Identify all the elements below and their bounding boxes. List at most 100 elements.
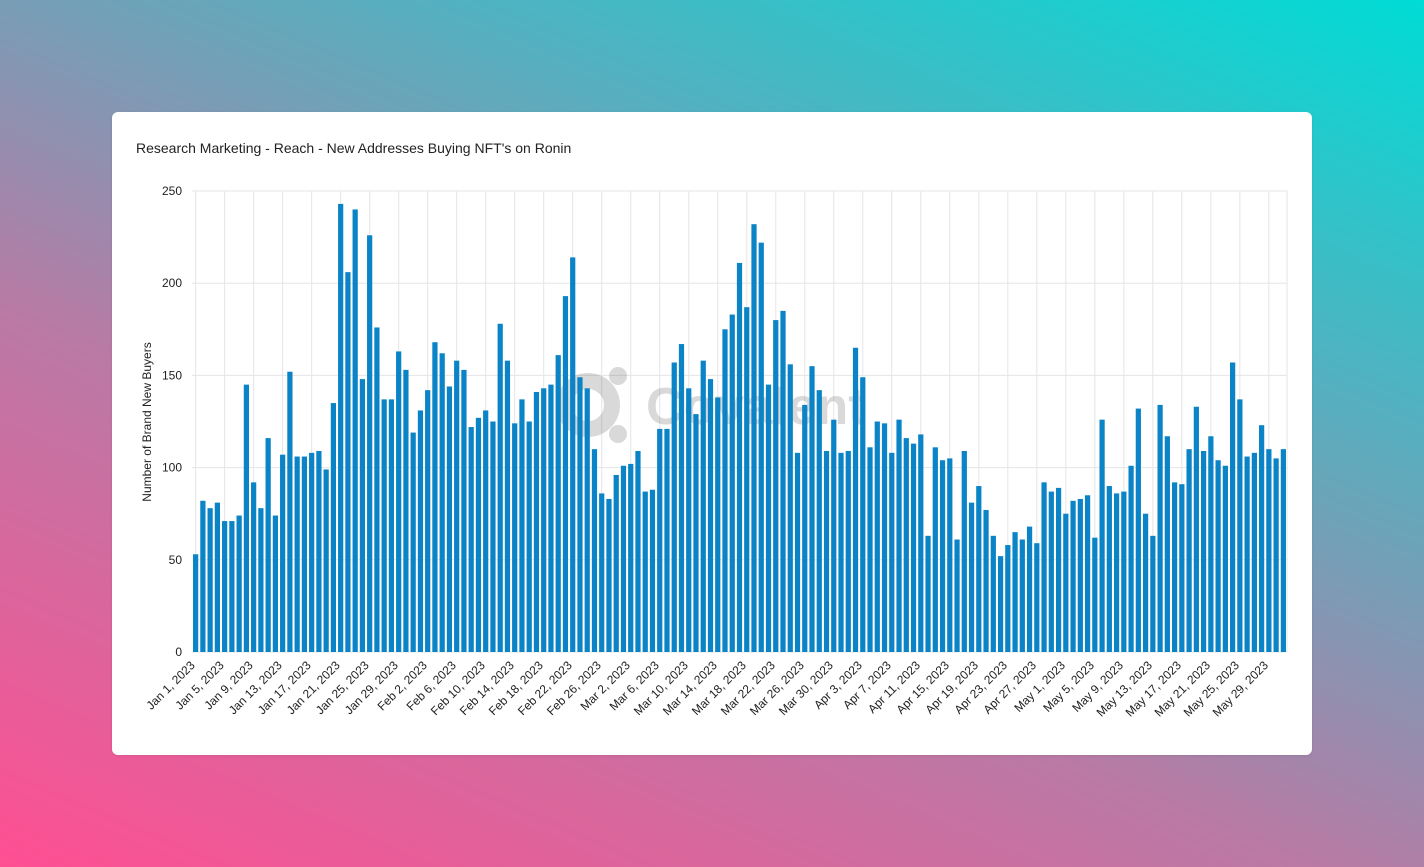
bar[interactable] xyxy=(504,360,511,652)
bar[interactable] xyxy=(1186,449,1192,652)
bar[interactable] xyxy=(867,447,873,652)
bar[interactable] xyxy=(794,452,801,652)
bar[interactable] xyxy=(1077,498,1083,652)
bar[interactable] xyxy=(693,414,699,652)
bar[interactable] xyxy=(1273,458,1279,652)
bar[interactable] xyxy=(678,344,685,652)
bar[interactable] xyxy=(410,432,416,652)
bar[interactable] xyxy=(954,539,960,652)
bar[interactable] xyxy=(251,482,257,652)
bar[interactable] xyxy=(352,209,358,652)
bar[interactable] xyxy=(925,535,931,652)
bar[interactable] xyxy=(831,419,837,652)
bar[interactable] xyxy=(1084,495,1091,652)
bar[interactable] xyxy=(961,451,967,652)
bar[interactable] xyxy=(1142,513,1149,652)
bar[interactable] xyxy=(345,272,351,652)
bar[interactable] xyxy=(881,423,888,652)
bar[interactable] xyxy=(1128,465,1134,652)
bar[interactable] xyxy=(301,456,308,652)
bar[interactable] xyxy=(1106,486,1112,652)
bar[interactable] xyxy=(439,353,445,652)
bar[interactable] xyxy=(243,384,249,652)
bar[interactable] xyxy=(1026,526,1033,652)
bar[interactable] xyxy=(874,421,880,653)
bar[interactable] xyxy=(620,465,627,652)
bar[interactable] xyxy=(751,224,757,652)
bar[interactable] xyxy=(700,360,706,652)
bar[interactable] xyxy=(657,428,663,652)
bar[interactable] xyxy=(1237,399,1243,652)
bar[interactable] xyxy=(214,502,220,652)
bar[interactable] xyxy=(823,451,830,652)
bar[interactable] xyxy=(207,508,213,652)
bar[interactable] xyxy=(555,355,561,652)
bar[interactable] xyxy=(1171,482,1178,652)
bar[interactable] xyxy=(838,452,844,652)
bar[interactable] xyxy=(664,428,670,652)
bar[interactable] xyxy=(1092,537,1098,652)
bar[interactable] xyxy=(265,438,271,652)
bar[interactable] xyxy=(1070,500,1076,652)
bar[interactable] xyxy=(1063,513,1069,652)
bar[interactable] xyxy=(1215,460,1221,652)
bar[interactable] xyxy=(1266,449,1272,652)
bar[interactable] xyxy=(1048,491,1054,652)
bar[interactable] xyxy=(1193,406,1199,652)
bar[interactable] xyxy=(533,391,540,652)
bar[interactable] xyxy=(997,556,1004,652)
bar[interactable] xyxy=(468,427,474,652)
bar[interactable] xyxy=(773,320,779,652)
bar[interactable] xyxy=(338,203,344,652)
bar[interactable] xyxy=(229,521,235,652)
bar[interactable] xyxy=(475,417,482,652)
bar[interactable] xyxy=(845,451,851,652)
bar[interactable] xyxy=(1041,482,1047,652)
bar[interactable] xyxy=(497,323,503,652)
bar[interactable] xyxy=(454,360,460,652)
bar[interactable] xyxy=(425,390,431,652)
bar[interactable] xyxy=(562,296,569,652)
bar[interactable] xyxy=(330,403,337,652)
bar[interactable] xyxy=(294,456,300,652)
bar[interactable] xyxy=(1019,539,1025,652)
bar[interactable] xyxy=(976,486,982,652)
bar[interactable] xyxy=(896,419,902,652)
bar[interactable] xyxy=(483,410,489,652)
bar[interactable] xyxy=(236,515,242,652)
bar[interactable] xyxy=(309,452,315,652)
bar[interactable] xyxy=(526,421,532,653)
bar[interactable] xyxy=(780,310,786,652)
bar[interactable] xyxy=(512,423,518,652)
bar[interactable] xyxy=(635,451,641,652)
bar[interactable] xyxy=(388,399,395,652)
bar[interactable] xyxy=(910,443,917,652)
bar[interactable] xyxy=(1259,425,1265,652)
bar[interactable] xyxy=(519,399,525,652)
bar[interactable] xyxy=(591,449,598,652)
bar[interactable] xyxy=(852,347,859,652)
bar[interactable] xyxy=(1208,436,1214,652)
bar[interactable] xyxy=(280,454,286,652)
bar[interactable] xyxy=(1113,493,1120,652)
bar[interactable] xyxy=(359,379,366,652)
bar[interactable] xyxy=(707,379,714,652)
bar[interactable] xyxy=(1230,362,1236,652)
bar[interactable] xyxy=(1012,532,1018,652)
bar[interactable] xyxy=(968,502,975,652)
bar[interactable] xyxy=(613,474,619,652)
bar[interactable] xyxy=(584,388,590,652)
bar[interactable] xyxy=(1135,408,1141,652)
bar[interactable] xyxy=(642,491,648,652)
bar[interactable] xyxy=(990,535,996,652)
bar[interactable] xyxy=(287,371,293,652)
bar[interactable] xyxy=(1005,545,1011,652)
bar[interactable] xyxy=(1244,456,1250,652)
bar[interactable] xyxy=(736,262,743,652)
bar[interactable] xyxy=(396,351,402,652)
bar[interactable] xyxy=(381,399,387,652)
bar[interactable] xyxy=(765,384,772,652)
bar[interactable] xyxy=(715,397,721,652)
bar[interactable] xyxy=(570,257,576,652)
bar[interactable] xyxy=(809,366,815,652)
